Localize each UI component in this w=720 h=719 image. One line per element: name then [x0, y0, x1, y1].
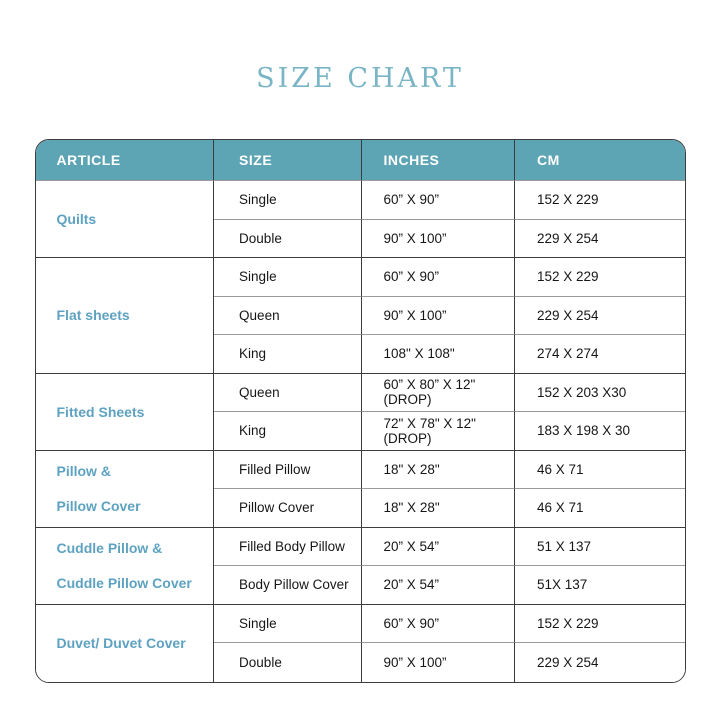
article-cell-flat-sheets: Flat sheets	[35, 258, 215, 374]
article-label: Cuddle Pillow Cover	[56, 575, 192, 591]
article-cell-cuddle-pillow: Cuddle Pillow & Cuddle Pillow Cover	[35, 527, 215, 605]
size-cell: King	[214, 412, 362, 451]
size-cell: Single	[214, 258, 362, 297]
size-cell: King	[214, 335, 362, 374]
column-header-size: SIZE	[214, 140, 362, 181]
table-row: Flat sheets Single 60” X 90” 152 X 229	[35, 258, 685, 374]
cm-cell: 229 X 254	[514, 296, 685, 335]
table-row: King 72" X 78" X 12"(DROP) 183 X 198 X 3…	[36, 412, 685, 451]
size-cell: Filled Pillow	[214, 450, 362, 489]
table-row: Double 90” X 100” 229 X 254	[36, 643, 685, 682]
page-title: SIZE CHART	[256, 63, 464, 94]
inches-cell: 60” X 80” X 12"(DROP)	[361, 373, 515, 412]
size-cell: Pillow Cover	[214, 489, 362, 528]
table-row: Body Pillow Cover 20” X 54” 51X 137	[36, 566, 685, 605]
size-cell: Single	[214, 181, 362, 220]
table-row: Queen 90” X 100” 229 X 254	[36, 296, 685, 335]
column-header-inches: INCHES	[361, 140, 515, 181]
column-header-cm: CM	[514, 140, 685, 181]
article-cell-duvet: Duvet/ Duvet Cover	[35, 604, 215, 682]
cm-cell: 46 X 71	[514, 489, 685, 528]
cm-cell: 152 X 229	[514, 604, 685, 643]
article-cell-pillow: Pillow & Pillow Cover	[35, 450, 215, 528]
article-label: Cuddle Pillow &	[56, 540, 163, 556]
cm-cell: 152 X 229	[514, 258, 685, 297]
inches-cell: 18" X 28"	[361, 489, 515, 528]
size-cell: Single	[214, 604, 362, 643]
inches-cell: 60” X 90”	[361, 258, 515, 297]
size-cell: Queen	[214, 296, 362, 335]
cm-cell: 274 X 274	[514, 335, 685, 374]
table-row: Double 90” X 100” 229 X 254	[36, 219, 685, 258]
cm-cell: 51X 137	[514, 566, 685, 605]
size-cell: Filled Body Pillow	[214, 527, 362, 566]
article-label: Pillow &	[56, 463, 111, 479]
inches-cell: 60” X 90”	[361, 604, 515, 643]
cm-cell: 229 X 254	[514, 219, 685, 258]
table-row: Quilts Single 60” X 90” 152 X 229	[35, 181, 685, 258]
cm-cell: 152 X 229	[514, 181, 685, 220]
size-chart-table: ARTICLE SIZE INCHES CM Quilts Single 60”…	[34, 139, 686, 683]
inches-cell: 90” X 100”	[361, 219, 515, 258]
header-row: ARTICLE SIZE INCHES CM	[35, 140, 685, 181]
article-label: Flat sheets	[56, 307, 130, 324]
table-row: Fitted Sheets Queen 60” X 80” X 12"(DROP…	[35, 373, 685, 451]
size-cell: Body Pillow Cover	[214, 566, 362, 605]
inches-cell: 20” X 54”	[361, 527, 515, 566]
cm-cell: 51 X 137	[514, 527, 685, 566]
size-table: ARTICLE SIZE INCHES CM Quilts Single 60”…	[35, 140, 685, 682]
inches-cell: 20” X 54”	[361, 566, 515, 605]
article-cell-quilts: Quilts	[35, 181, 215, 258]
inches-cell: 72" X 78" X 12"(DROP)	[361, 412, 515, 451]
article-label: Pillow Cover	[56, 498, 141, 514]
size-cell: Double	[214, 643, 362, 682]
article-cell-fitted-sheets: Fitted Sheets	[35, 373, 215, 451]
cm-cell: 183 X 198 X 30	[514, 412, 685, 451]
inches-cell: 60” X 90”	[361, 181, 515, 220]
inches-cell: 90” X 100”	[361, 296, 515, 335]
table-row: Pillow Cover 18" X 28" 46 X 71	[36, 489, 685, 528]
table-row: Duvet/ Duvet Cover Single 60” X 90” 152 …	[35, 604, 685, 682]
size-cell: Double	[214, 219, 362, 258]
cm-cell: 229 X 254	[514, 643, 685, 682]
column-header-article: ARTICLE	[35, 140, 215, 181]
article-label: Fitted Sheets	[56, 403, 145, 420]
article-label: Duvet/ Duvet Cover	[56, 635, 186, 651]
cm-cell: 152 X 203 X30	[514, 373, 685, 412]
table-row: Cuddle Pillow & Cuddle Pillow Cover Fill…	[35, 527, 685, 605]
table-row: King 108" X 108" 274 X 274	[36, 335, 685, 374]
inches-cell: 108" X 108"	[361, 335, 515, 374]
table-row: Pillow & Pillow Cover Filled Pillow 18" …	[35, 450, 685, 528]
inches-cell: 18" X 28"	[361, 450, 515, 489]
size-cell: Queen	[214, 373, 362, 412]
cm-cell: 46 X 71	[514, 450, 685, 489]
article-label: Quilts	[56, 211, 97, 227]
inches-cell: 90” X 100”	[361, 643, 515, 682]
